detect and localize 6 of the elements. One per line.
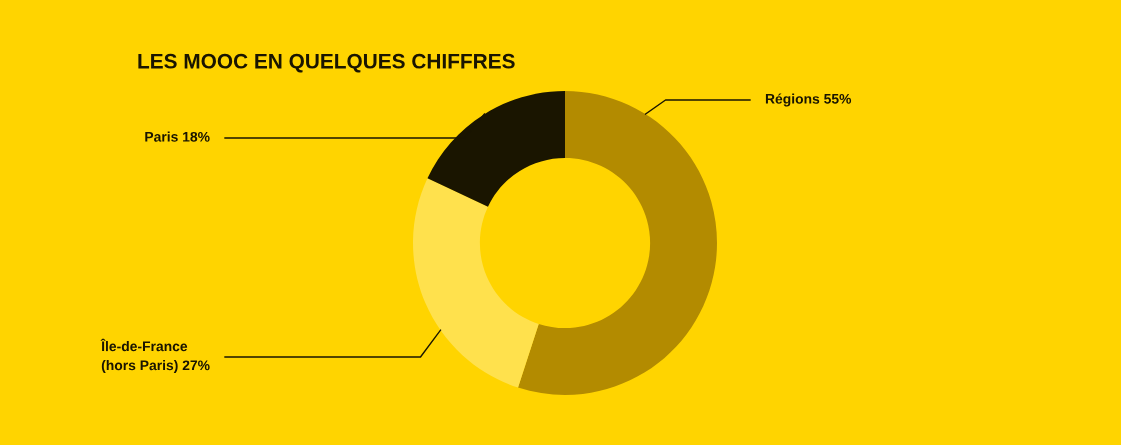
donut-slice	[413, 178, 539, 388]
chart-title: LES MOOC EN QUELQUES CHIFFRES	[138, 53, 515, 73]
slice-label: Paris 18%	[145, 131, 210, 142]
slice-label: Île-de-France (hors Paris) 27%	[100, 338, 210, 373]
donut-slice	[518, 91, 717, 395]
slice-label: Régions 55%	[765, 93, 852, 107]
